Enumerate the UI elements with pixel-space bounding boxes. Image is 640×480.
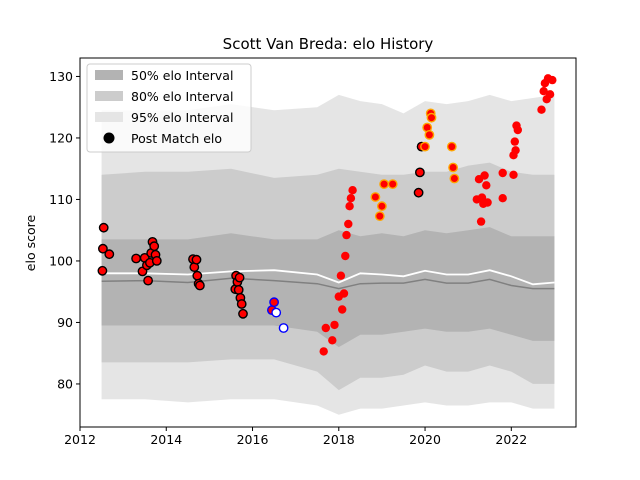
post-match-point (233, 284, 244, 295)
post-match-point (269, 297, 279, 308)
post-match-point (446, 141, 457, 152)
post-match-point (483, 198, 492, 207)
post-match-point (511, 146, 520, 155)
post-match-point (328, 336, 337, 345)
y-tick-label: 80 (57, 376, 73, 391)
y-tick-label: 120 (49, 130, 73, 145)
post-match-point (509, 170, 518, 179)
post-match-point (339, 289, 349, 298)
post-match-point (330, 320, 339, 330)
post-match-point (498, 168, 507, 178)
legend: 50% elo Interval 80% elo Interval 95% el… (86, 63, 252, 153)
interval-bands (101, 94, 555, 415)
legend-swatch-95 (95, 112, 123, 122)
post-match-point (537, 105, 546, 114)
post-match-point (151, 255, 162, 266)
band-50 (101, 227, 555, 348)
post-match-point (149, 241, 160, 252)
post-match-point (510, 137, 519, 146)
post-match-point (376, 201, 387, 212)
post-match-point (545, 90, 555, 99)
post-match-point (345, 202, 354, 211)
post-match-point (480, 171, 489, 180)
post-match-point (131, 253, 142, 264)
y-tick-label: 130 (49, 69, 73, 84)
chart-title: Scott Van Breda: elo History (223, 35, 434, 53)
post-match-point (426, 112, 437, 123)
y-tick-label: 110 (49, 192, 73, 207)
post-match-point (370, 192, 381, 202)
legend-swatch-50 (95, 70, 123, 80)
x-tick-label: 2020 (409, 432, 441, 447)
post-match-point (448, 162, 458, 173)
post-match-point (191, 254, 202, 265)
post-match-point (420, 141, 430, 152)
legend-label-50: 50% elo Interval (131, 68, 233, 83)
post-match-point (192, 270, 203, 281)
post-match-point (346, 194, 356, 203)
post-match-point (234, 272, 245, 283)
post-match-point (424, 129, 435, 140)
post-match-point (104, 249, 115, 260)
post-match-point (379, 179, 389, 190)
legend-label-post-match: Post Match elo (131, 131, 222, 146)
trend-lines (101, 269, 555, 290)
post-match-point (476, 217, 486, 226)
post-match-point (143, 275, 154, 286)
axes-frame (79, 57, 577, 428)
post-match-point (278, 323, 289, 333)
y-tick-label: 90 (57, 315, 73, 330)
y-tick-label: 100 (49, 253, 73, 268)
plot-area (97, 74, 557, 415)
post-match-point (449, 173, 460, 184)
legend-box (86, 63, 252, 153)
post-match-point (97, 265, 108, 276)
post-match-point (336, 271, 346, 280)
post-match-point (414, 167, 425, 178)
post-match-point (338, 305, 347, 314)
post-match-points (97, 74, 557, 356)
post-match-point (548, 75, 557, 85)
legend-swatch-80 (95, 91, 123, 101)
post-match-point (321, 323, 330, 333)
post-match-point (236, 299, 247, 309)
x-tick-label: 2018 (323, 432, 355, 447)
y-axis-label: elo score (23, 215, 38, 272)
post-match-point (98, 243, 108, 254)
x-tick-label: 2022 (495, 432, 527, 447)
x-axis-ticks: 2012 2014 2016 2018 2020 2022 (64, 427, 527, 447)
post-match-point (413, 187, 424, 198)
x-tick-label: 2014 (150, 432, 182, 447)
post-match-point (238, 308, 248, 319)
post-match-point (348, 186, 357, 195)
x-tick-label: 2012 (64, 432, 96, 447)
post-match-point (194, 280, 205, 291)
legend-label-95: 95% elo Interval (131, 110, 233, 125)
post-match-point (98, 222, 109, 233)
x-tick-label: 2016 (237, 432, 269, 447)
post-match-point (498, 194, 507, 203)
y-axis-ticks: 80 90 100 110 120 130 (49, 69, 80, 391)
post-match-point (271, 307, 282, 318)
median-line (101, 277, 555, 290)
post-match-point (344, 219, 353, 229)
mean-line (101, 269, 555, 286)
post-match-point (513, 125, 522, 135)
post-match-point (341, 251, 350, 261)
post-match-point (374, 211, 385, 222)
post-match-point (482, 181, 491, 190)
post-match-point (319, 347, 328, 356)
post-match-point (539, 87, 548, 96)
legend-marker-post-match (103, 132, 115, 144)
post-match-point (342, 230, 351, 240)
legend-label-80: 80% elo Interval (131, 89, 233, 104)
post-match-point (387, 179, 398, 190)
